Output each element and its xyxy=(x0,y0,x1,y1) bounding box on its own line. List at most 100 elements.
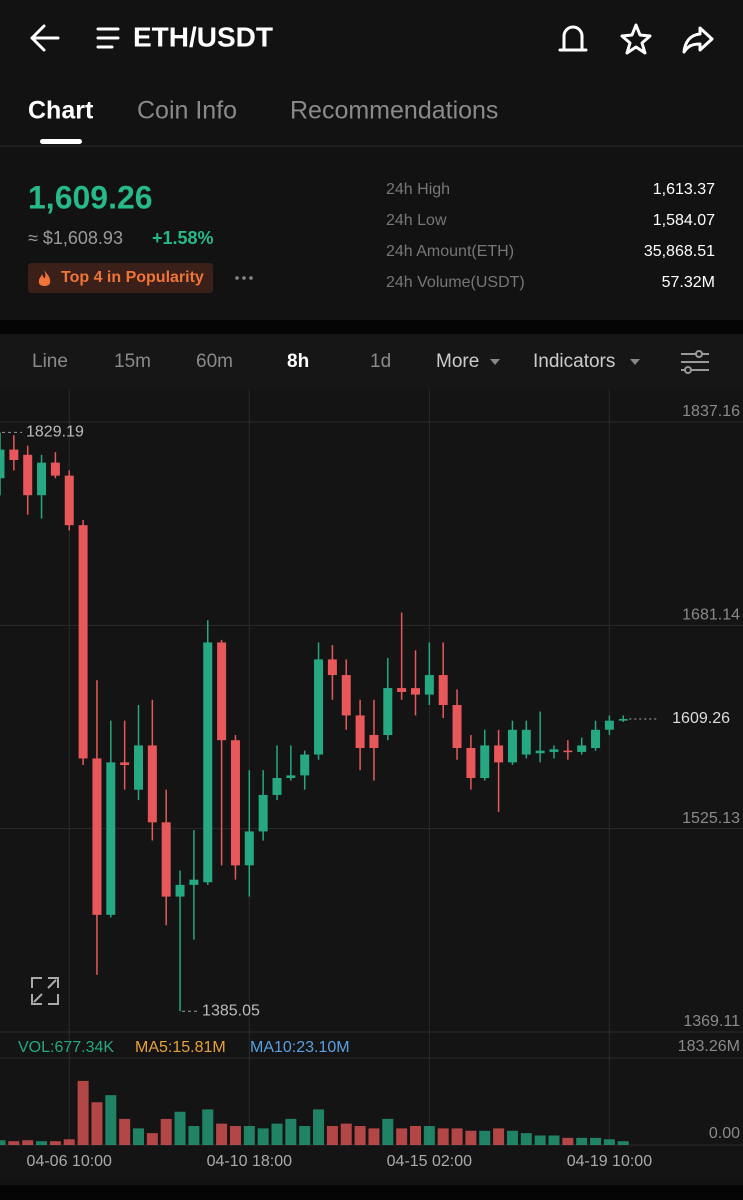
volume-bar xyxy=(396,1128,408,1145)
tab[interactable]: Coin Info xyxy=(137,97,237,125)
volume-bar xyxy=(326,1126,338,1145)
tab[interactable]: Recommendations xyxy=(290,97,498,125)
candle-body xyxy=(424,675,434,695)
stat-label: 24h Low xyxy=(386,212,447,229)
volume-bar xyxy=(229,1126,241,1145)
stat-value: 35,868.51 xyxy=(644,243,715,260)
volume-bar xyxy=(534,1135,546,1145)
volume-bar xyxy=(133,1128,144,1145)
candle-body xyxy=(591,729,601,749)
candle-body xyxy=(383,688,393,735)
low-label: 1385.05 xyxy=(202,1002,260,1019)
pair-title: ETH/USDT xyxy=(133,21,273,52)
candle-body xyxy=(161,822,171,897)
dropdown-arrow xyxy=(490,359,500,365)
candle-body xyxy=(411,688,420,695)
toolbar-item[interactable]: Indicators xyxy=(533,351,615,372)
volume-bar xyxy=(119,1118,131,1145)
flame-icon xyxy=(38,270,51,286)
candle-body xyxy=(507,729,517,763)
volume-bar xyxy=(22,1140,34,1145)
candle-body xyxy=(244,831,254,866)
menu-button[interactable] xyxy=(96,27,120,49)
volume-bar xyxy=(562,1137,574,1145)
volume-bar xyxy=(437,1128,449,1145)
toolbar-item[interactable]: Line xyxy=(32,351,68,372)
volume-bar xyxy=(340,1123,352,1145)
volume-bar xyxy=(8,1141,20,1145)
candle-body xyxy=(203,642,213,883)
volume-bar xyxy=(423,1126,435,1145)
toolbar-item[interactable]: 15m xyxy=(114,351,151,372)
candle-body xyxy=(50,462,60,476)
badge[interactable] xyxy=(28,263,213,293)
volume-bar xyxy=(174,1111,186,1145)
toolbar-item[interactable]: 8h xyxy=(287,351,309,372)
x-tick-label: 04-19 10:00 xyxy=(567,1153,653,1170)
candle-body xyxy=(106,762,116,915)
y-tick-label: 0.00 xyxy=(709,1125,740,1142)
last-price: 1,609.26 xyxy=(28,179,153,215)
candle-body xyxy=(480,745,490,779)
settings-button[interactable] xyxy=(681,350,709,374)
candle-body xyxy=(369,734,379,749)
y-tick-label: 1681.14 xyxy=(682,607,740,624)
candle-body xyxy=(466,748,476,779)
y-tick-label: 183.26M xyxy=(678,1038,740,1055)
volume-bar xyxy=(216,1123,228,1145)
favorite-button[interactable] xyxy=(620,23,652,55)
volume-bar xyxy=(382,1118,394,1145)
candle-body xyxy=(64,475,74,526)
more-dots[interactable] xyxy=(235,276,253,280)
high-label: 1829.19 xyxy=(26,424,84,441)
toolbar-item[interactable]: More xyxy=(436,351,479,372)
back-button[interactable] xyxy=(30,24,60,52)
volume-bar xyxy=(451,1128,463,1145)
candle-body xyxy=(37,462,47,496)
candle-body xyxy=(272,778,282,795)
candle-body xyxy=(120,762,130,765)
volume-bar xyxy=(105,1095,117,1145)
candle-body xyxy=(189,879,199,885)
stat-label: 24h High xyxy=(386,181,450,198)
tab-indicator xyxy=(40,139,82,144)
x-tick-label: 04-10 18:00 xyxy=(207,1153,293,1170)
volume-bar xyxy=(160,1118,172,1145)
candle-body xyxy=(0,449,5,479)
share-button[interactable] xyxy=(682,26,714,54)
usd-price: ≈ $1,608.93 xyxy=(28,228,123,248)
y-tick-label: 1525.13 xyxy=(682,810,740,827)
volume-bar xyxy=(520,1133,532,1145)
volume-bar xyxy=(146,1133,158,1145)
volume-bar xyxy=(354,1126,366,1145)
volume-bar xyxy=(63,1139,75,1145)
toolbar-items: Line 15m 60m 8h 1d More Indicators xyxy=(32,351,640,372)
volume-bar xyxy=(36,1141,48,1145)
candle-body xyxy=(175,884,185,897)
toolbar xyxy=(0,334,743,390)
toolbar-item[interactable]: 60m xyxy=(196,351,233,372)
volume-bar xyxy=(506,1130,518,1145)
tab[interactable]: Chart xyxy=(28,97,94,125)
last-price-label: 1609.26 xyxy=(672,710,730,727)
candle-body xyxy=(286,775,296,779)
x-tick-label: 04-15 02:00 xyxy=(387,1153,473,1170)
candle-body xyxy=(535,750,545,754)
volume-bar xyxy=(285,1118,297,1145)
volume-bar xyxy=(410,1126,421,1145)
fullscreen-button[interactable] xyxy=(31,977,59,1005)
candle-body xyxy=(397,688,407,692)
alert-button[interactable] xyxy=(558,25,588,52)
volume-bar xyxy=(0,1140,6,1145)
toolbar-item[interactable]: 1d xyxy=(370,351,391,372)
stat-value: 1,584.07 xyxy=(653,212,715,229)
volume-bar xyxy=(243,1126,255,1145)
volume-bar xyxy=(479,1130,491,1145)
candle-body xyxy=(604,720,614,730)
volume-bar xyxy=(188,1126,200,1145)
candle-body xyxy=(217,642,227,741)
candle-body xyxy=(438,675,448,706)
x-tick-label: 04-06 10:00 xyxy=(27,1153,113,1170)
volume-bar xyxy=(548,1135,560,1145)
